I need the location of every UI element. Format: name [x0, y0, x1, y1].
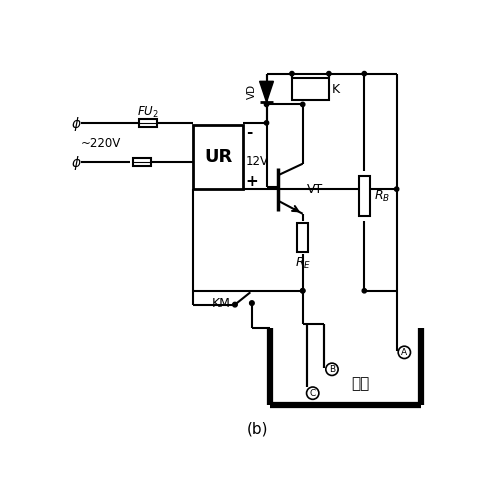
- Circle shape: [361, 72, 366, 76]
- Bar: [358, 176, 369, 217]
- Text: A: A: [400, 348, 407, 357]
- Circle shape: [300, 102, 304, 107]
- Polygon shape: [259, 81, 273, 102]
- Circle shape: [394, 187, 398, 191]
- Bar: [193, 125, 243, 189]
- Circle shape: [249, 301, 254, 305]
- Text: B: B: [328, 365, 334, 374]
- Circle shape: [232, 302, 237, 307]
- Circle shape: [361, 289, 366, 293]
- Text: $\phi$: $\phi$: [71, 154, 82, 172]
- Text: UR: UR: [204, 148, 232, 166]
- Bar: [296, 223, 308, 252]
- Text: 12V: 12V: [245, 155, 268, 168]
- Circle shape: [300, 289, 304, 293]
- Text: C: C: [309, 388, 315, 398]
- Circle shape: [264, 102, 268, 107]
- Text: $\phi$: $\phi$: [71, 115, 82, 132]
- Text: (b): (b): [246, 422, 268, 437]
- Bar: [132, 158, 151, 166]
- Text: VT: VT: [307, 183, 323, 196]
- Circle shape: [326, 72, 330, 76]
- Circle shape: [289, 72, 294, 76]
- Text: KM: KM: [212, 297, 230, 310]
- Text: VD: VD: [246, 84, 256, 99]
- Text: 水筱: 水筱: [351, 375, 369, 390]
- Text: +: +: [245, 174, 258, 189]
- Text: $R_B$: $R_B$: [373, 189, 389, 204]
- Bar: [292, 78, 328, 100]
- Circle shape: [264, 121, 268, 125]
- Text: K: K: [331, 83, 339, 96]
- Text: $FU_2$: $FU_2$: [137, 106, 158, 121]
- Text: -: -: [245, 124, 252, 139]
- Bar: [138, 119, 157, 127]
- Text: ~220V: ~220V: [81, 137, 121, 150]
- Text: $R_E$: $R_E$: [294, 256, 310, 271]
- Circle shape: [300, 289, 304, 293]
